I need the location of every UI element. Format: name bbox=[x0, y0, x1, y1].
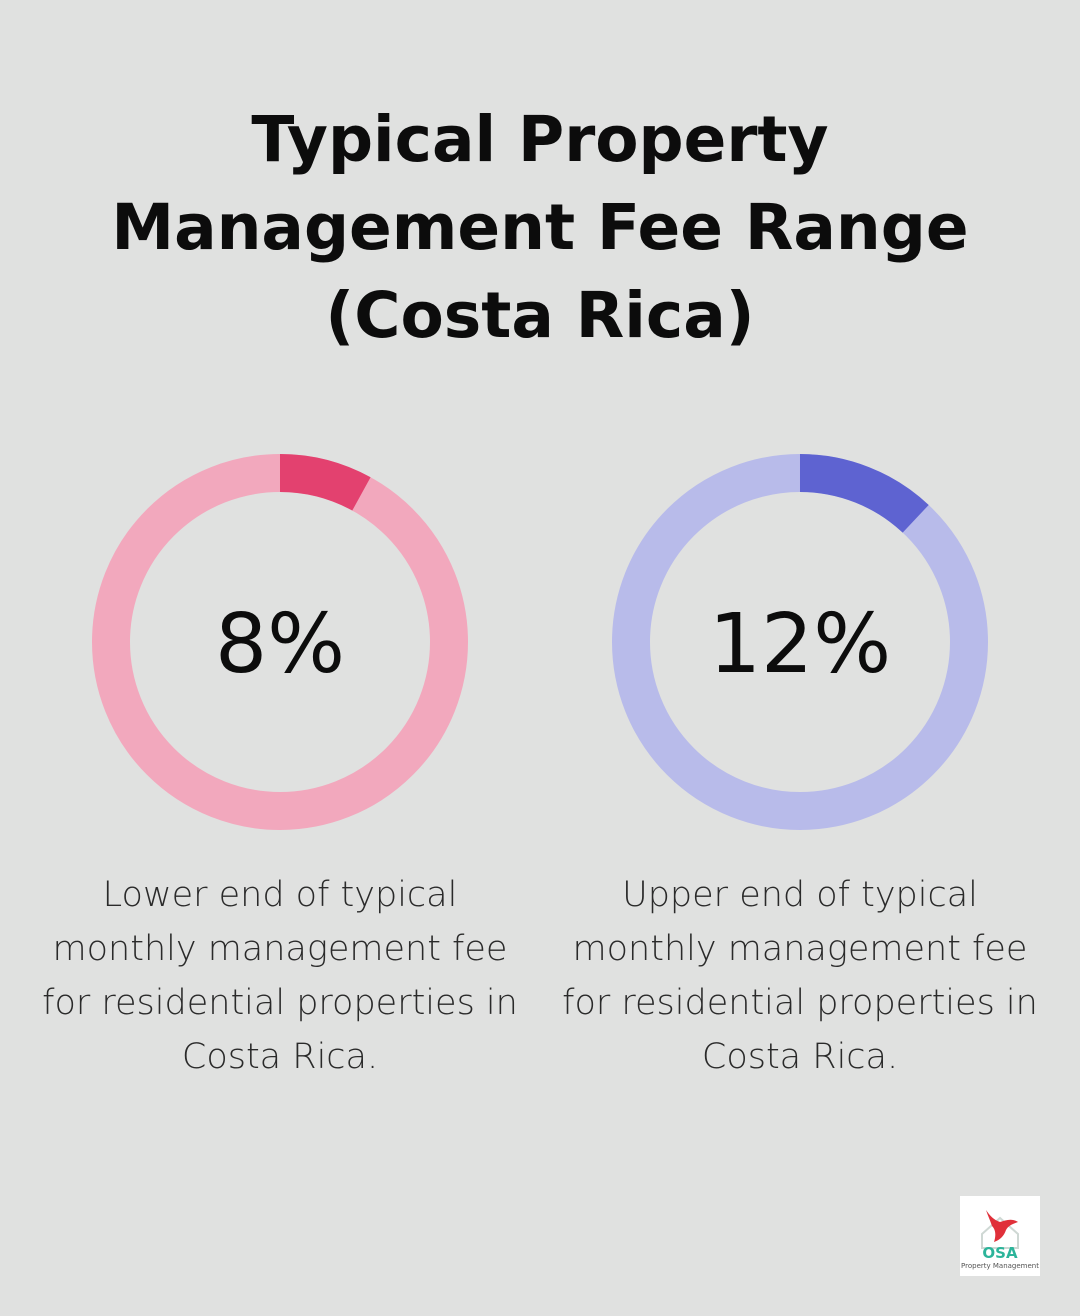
donut-svg-upper: 12% bbox=[612, 454, 988, 830]
osa-logo: OSA Property Management bbox=[960, 1196, 1040, 1276]
house-outline-icon bbox=[981, 1216, 1019, 1249]
donut-arc-upper bbox=[799, 454, 929, 533]
donut-chart-upper: 12% bbox=[612, 454, 988, 830]
donut-svg-lower: 8% bbox=[92, 454, 468, 830]
logo-name: OSA bbox=[982, 1244, 1018, 1262]
donut-chart-lower: 8% bbox=[92, 454, 468, 830]
donut-value-upper: 12% bbox=[709, 597, 891, 692]
logo-svg: OSA Property Management bbox=[961, 1210, 1039, 1270]
donut-arc-lower bbox=[279, 454, 371, 511]
donut-value-lower: 8% bbox=[215, 597, 345, 692]
bird-icon bbox=[986, 1210, 1018, 1242]
caption-upper: Upper end of typical monthly management … bbox=[562, 875, 1038, 1077]
logo-subtitle: Property Management bbox=[961, 1262, 1039, 1270]
chart-title: Typical Property Management Fee Range (C… bbox=[111, 103, 969, 352]
caption-lower: Lower end of typical monthly management … bbox=[42, 875, 518, 1077]
